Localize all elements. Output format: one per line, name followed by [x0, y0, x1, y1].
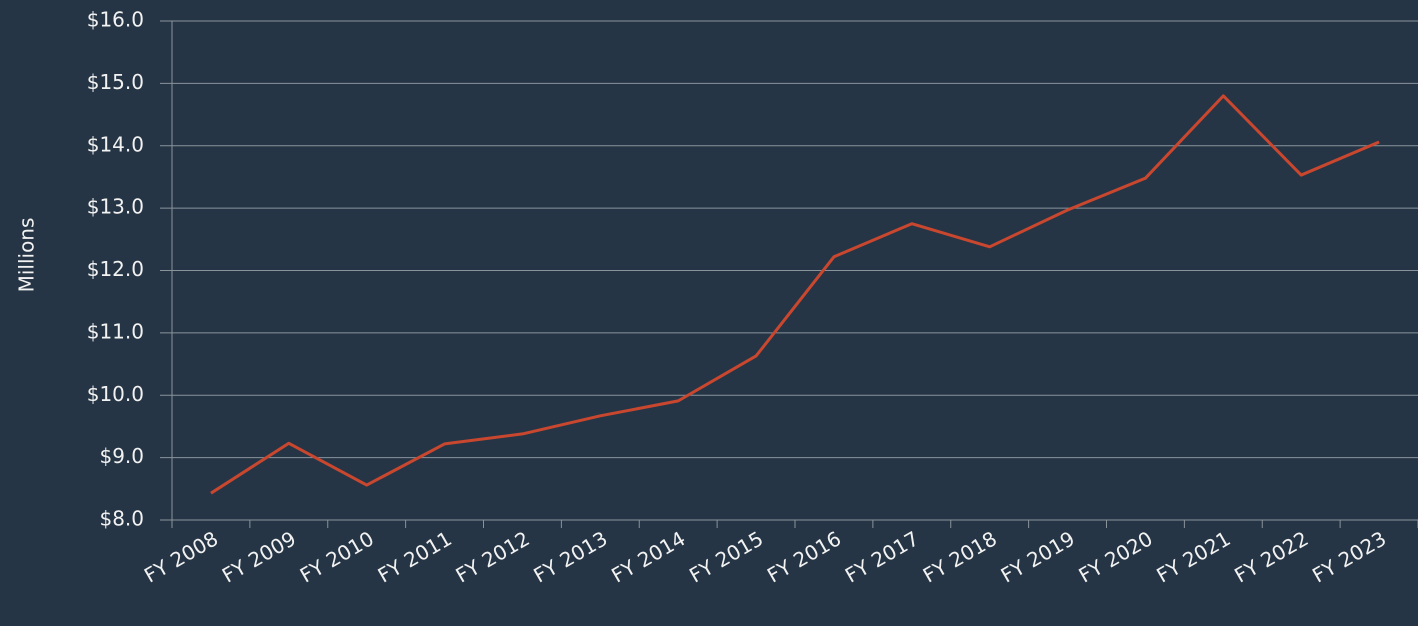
- y-tick-label: $8.0: [99, 507, 144, 531]
- y-tick-label: $16.0: [87, 8, 144, 32]
- y-tick-label: $13.0: [87, 195, 144, 219]
- y-tick-label: $15.0: [87, 70, 144, 94]
- y-tick-label: $12.0: [87, 257, 144, 281]
- y-tick-label: $10.0: [87, 382, 144, 406]
- y-tick-label: $9.0: [99, 444, 144, 468]
- y-tick-label: $14.0: [87, 132, 144, 156]
- y-tick-label: $11.0: [87, 319, 144, 343]
- data-line: [210, 94, 1380, 495]
- y-axis-label: Millions: [15, 218, 39, 293]
